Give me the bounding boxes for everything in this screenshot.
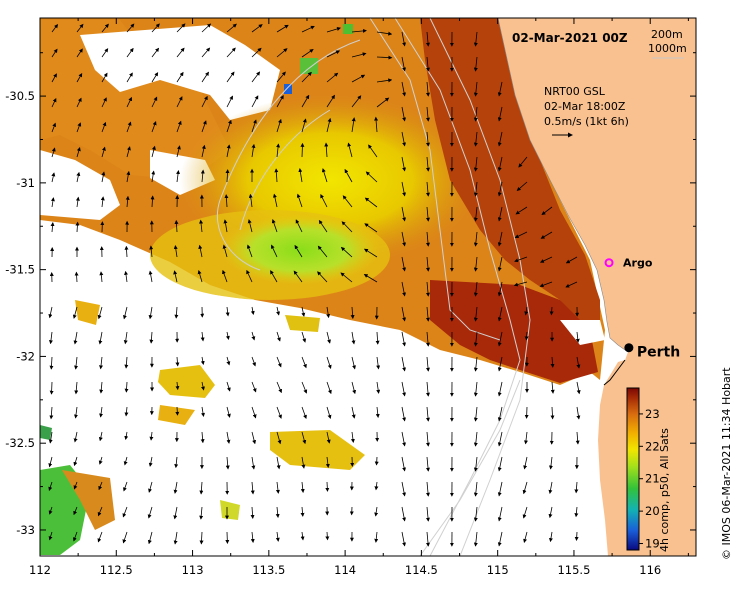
x-tick-label: 114 [334, 563, 356, 577]
x-tick-label: 115 [487, 563, 509, 577]
x-tick-label: 112 [29, 563, 51, 577]
perth-label: Perth [637, 345, 680, 361]
colorbar-tick-label: 20 [645, 504, 660, 518]
x-tick-label: 115.5 [557, 563, 590, 577]
axis-ticks: 112 112.5 113 113.5 114 114.5 115 115.5 116 -30.5… [5, 18, 696, 577]
y-tick-label: -33 [16, 523, 35, 537]
x-tick-label: 114.5 [405, 563, 438, 577]
isobath-label-1000: 1000m [648, 42, 687, 55]
colorbar-tick-label: 23 [645, 407, 660, 421]
y-tick-label: -32.5 [5, 436, 35, 450]
perth-marker [624, 343, 634, 353]
current-scale: 0.5m/s (1kt 6h) [544, 115, 629, 128]
y-tick-label: -31 [16, 176, 35, 190]
y-tick-label: -31.5 [5, 263, 35, 277]
date-title: 02-Mar-2021 00Z [512, 31, 628, 45]
current-info: NRT00 GSL 02-Mar 18:00Z 0.5m/s (1kt 6h) [544, 85, 629, 138]
current-source: NRT00 GSL [544, 85, 606, 98]
y-tick-label: -32 [16, 349, 35, 363]
current-vectors [48, 23, 581, 547]
isobath-legend: 200m 1000m [648, 28, 687, 59]
colorbar-tick-label: 19 [645, 537, 660, 551]
isobaths [216, 18, 531, 556]
x-tick-label: 112.5 [100, 563, 133, 577]
argo-marker [604, 258, 614, 268]
x-tick-label: 113 [182, 563, 204, 577]
x-tick-label: 116 [639, 563, 661, 577]
current-time: 02-Mar 18:00Z [544, 100, 626, 113]
plot-frame [39, 17, 697, 557]
colorbar: 19 20 21 22 23 4h comp, p50, All Sats [626, 387, 671, 552]
argo-label: Argo [623, 257, 653, 270]
colorbar-tick-label: 22 [645, 439, 660, 453]
places: Argo Perth [604, 257, 680, 361]
x-tick-label: 113.5 [252, 563, 285, 577]
y-tick-label: -30.5 [5, 89, 35, 103]
isobath-label-200: 200m [651, 28, 683, 41]
credit-text: © IMOS 06-Mar-2021 11:34 Hobart [720, 367, 733, 560]
sst-field [40, 18, 605, 556]
colorbar-tick-label: 21 [645, 472, 660, 486]
land-mass [498, 18, 696, 556]
colorbar-label: 4h comp, p50, All Sats [658, 428, 671, 552]
